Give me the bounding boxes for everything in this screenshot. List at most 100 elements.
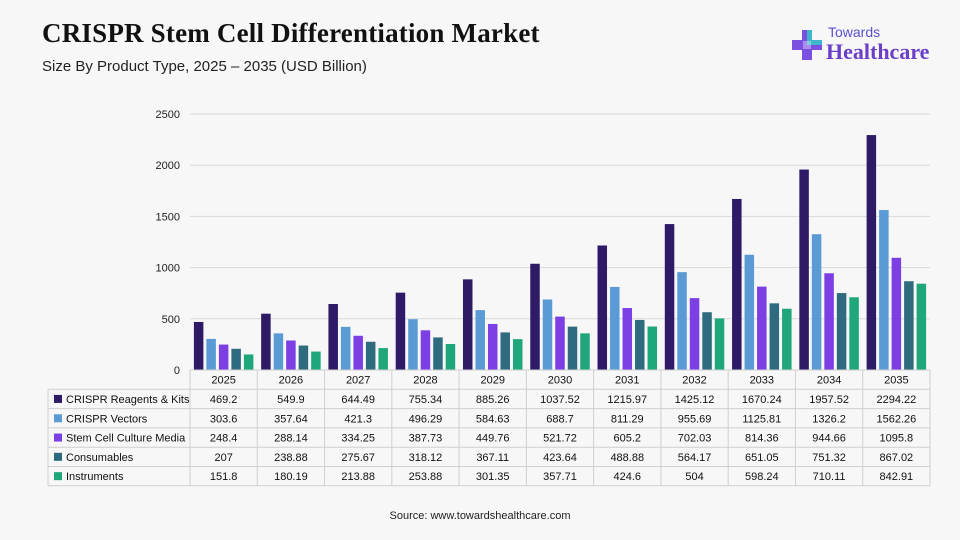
x-tick-label-4: 2029 <box>480 375 504 387</box>
data-label-4-7: 504 <box>685 471 703 483</box>
data-label-1-0: 303.6 <box>210 413 238 425</box>
data-label-0-5: 1037.52 <box>540 394 580 406</box>
y-tick-label-4: 2000 <box>156 160 180 172</box>
x-tick-label-6: 2031 <box>615 375 639 387</box>
data-label-0-6: 1215.97 <box>607 394 647 406</box>
bar-1-10 <box>879 210 889 370</box>
data-label-3-0: 207 <box>214 452 232 464</box>
legend-swatch-4 <box>54 472 62 481</box>
data-label-1-5: 688.7 <box>546 413 574 425</box>
data-label-2-6: 605.2 <box>614 433 642 445</box>
bar-1-0 <box>206 338 216 370</box>
y-tick-label-5: 2500 <box>156 109 180 121</box>
y-tick-label-1: 500 <box>162 314 180 326</box>
bar-2-0 <box>218 344 229 370</box>
data-label-3-8: 651.05 <box>745 452 779 464</box>
bar-0-9 <box>799 169 809 370</box>
data-label-2-10: 1095.8 <box>880 433 914 445</box>
bar-0-1 <box>261 313 271 370</box>
bar-1-9 <box>811 234 822 370</box>
bar-4-9 <box>849 297 859 370</box>
data-label-3-5: 423.64 <box>543 452 577 464</box>
data-label-3-3: 318.12 <box>409 452 443 464</box>
legend-label-3: Consumables <box>66 452 134 464</box>
bar-2-10 <box>891 257 902 370</box>
data-label-0-4: 885.26 <box>476 394 510 406</box>
bar-2-3 <box>420 330 431 370</box>
bar-0-10 <box>866 135 877 370</box>
legend-label-1: CRISPR Vectors <box>66 413 148 425</box>
bar-1-3 <box>408 319 418 370</box>
bar-2-6 <box>622 308 633 370</box>
data-label-2-4: 449.76 <box>476 433 510 445</box>
data-label-4-3: 253.88 <box>409 471 443 483</box>
bar-3-4 <box>500 332 510 370</box>
bar-2-1 <box>286 340 296 370</box>
data-label-0-7: 1425.12 <box>675 394 715 406</box>
y-tick-label-2: 1000 <box>156 263 180 275</box>
data-label-2-3: 387.73 <box>409 433 443 445</box>
bar-4-1 <box>311 351 321 370</box>
data-label-4-0: 151.8 <box>210 471 238 483</box>
data-label-4-6: 424.6 <box>614 471 642 483</box>
bar-3-3 <box>433 337 443 370</box>
bar-0-8 <box>732 198 742 370</box>
chart-subtitle: Size By Product Type, 2025 – 2035 (USD B… <box>42 58 367 75</box>
bar-3-2 <box>365 341 376 370</box>
data-label-2-2: 334.25 <box>341 433 375 445</box>
bar-3-8 <box>769 303 780 370</box>
data-label-0-1: 549.9 <box>277 394 305 406</box>
bar-3-0 <box>231 348 241 370</box>
data-label-4-5: 357.71 <box>543 471 577 483</box>
x-tick-label-9: 2034 <box>817 375 841 387</box>
bar-4-10 <box>916 283 927 370</box>
legend-swatch-1 <box>54 414 62 423</box>
bar-4-4 <box>512 339 523 370</box>
data-label-0-9: 1957.52 <box>809 394 849 406</box>
bar-0-2 <box>328 304 338 370</box>
x-tick-label-10: 2035 <box>884 375 908 387</box>
data-label-2-1: 288.14 <box>274 433 308 445</box>
bar-2-9 <box>824 273 834 370</box>
bar-1-4 <box>475 310 485 370</box>
data-label-0-8: 1670.24 <box>742 394 782 406</box>
bar-2-7 <box>689 298 700 370</box>
bar-4-5 <box>580 333 590 370</box>
data-label-3-4: 367.11 <box>476 452 509 464</box>
data-label-4-8: 598.24 <box>745 471 779 483</box>
x-tick-label-1: 2026 <box>279 375 303 387</box>
bar-2-4 <box>487 323 498 370</box>
data-label-4-2: 213.88 <box>341 471 375 483</box>
x-tick-label-2: 2027 <box>346 375 370 387</box>
bar-2-8 <box>757 286 767 370</box>
bar-0-7 <box>664 224 675 370</box>
data-label-1-7: 955.69 <box>678 413 712 425</box>
y-tick-label-3: 1500 <box>156 211 180 223</box>
bar-0-3 <box>395 292 406 370</box>
bar-chart: 0 500 1000 1500 2000 2500 2025 2026 2027 2028 2029… <box>47 109 931 487</box>
data-label-4-4: 301.35 <box>476 471 510 483</box>
chart-title: CRISPR Stem Cell Differentiation Market <box>42 18 540 48</box>
bar-4-0 <box>243 354 254 370</box>
logo-text-top: Towards <box>828 24 881 40</box>
data-label-0-0: 469.2 <box>210 394 238 406</box>
logo-text-bottom: Healthcare <box>826 39 930 64</box>
bar-0-4 <box>462 279 473 370</box>
legend-swatch-3 <box>54 452 62 461</box>
x-tick-label-5: 2030 <box>548 375 572 387</box>
data-label-1-3: 496.29 <box>409 413 443 425</box>
data-label-1-10: 1562.26 <box>876 413 916 425</box>
legend-label-2: Stem Cell Culture Media <box>66 433 186 445</box>
source-note: Source: www.towardshealthcare.com <box>389 510 571 522</box>
bar-4-3 <box>445 344 456 370</box>
bar-4-6 <box>647 326 658 370</box>
x-tick-label-3: 2028 <box>413 375 437 387</box>
data-label-2-9: 944.66 <box>812 433 846 445</box>
bar-3-10 <box>904 281 914 370</box>
bar-3-9 <box>836 293 847 370</box>
data-label-3-9: 751.32 <box>812 452 846 464</box>
data-label-0-10: 2294.22 <box>876 394 916 406</box>
data-label-3-2: 275.67 <box>341 452 375 464</box>
bar-2-5 <box>555 316 565 370</box>
bar-4-8 <box>782 308 792 370</box>
